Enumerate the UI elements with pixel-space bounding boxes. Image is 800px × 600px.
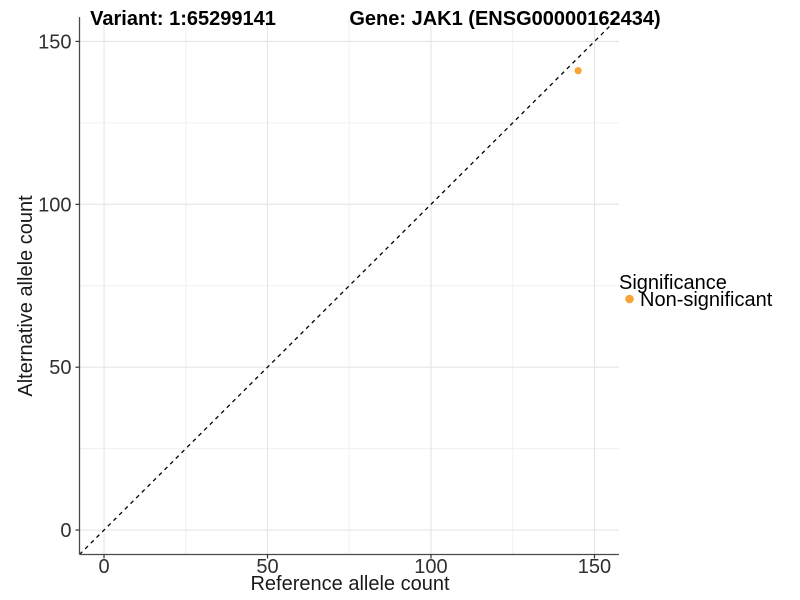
data-point xyxy=(574,67,582,75)
x-tick-label: 150 xyxy=(578,556,611,578)
plot-title-variant: Variant: 1:65299141 xyxy=(90,8,276,30)
identity-line xyxy=(79,16,620,555)
gridlines-major xyxy=(79,17,619,555)
legend-point-icon xyxy=(625,294,634,304)
y-tick-label: 100 xyxy=(38,194,71,216)
legend-item-label: Non-significant xyxy=(640,289,773,311)
x-axis-title: Reference allele count xyxy=(250,573,449,595)
x-tick-label: 50 xyxy=(256,556,278,578)
x-axis-ticks: 0 50 100 150 xyxy=(98,554,611,578)
plot-title-gene: Gene: JAK1 (ENSG00000162434) xyxy=(349,8,660,30)
y-axis-ticks: 0 50 100 150 xyxy=(38,31,80,542)
data-points xyxy=(574,67,582,75)
legend-title: Significance xyxy=(619,272,727,294)
x-tick-label: 0 xyxy=(98,556,109,578)
y-axis-title: Alternative allele count xyxy=(15,195,37,397)
identity-reference-line xyxy=(79,16,620,555)
y-tick-label: 50 xyxy=(49,357,71,379)
x-tick-label: 100 xyxy=(414,556,447,578)
legend: Significance Non-significant xyxy=(619,272,773,311)
y-tick-label: 0 xyxy=(60,520,71,542)
gridlines-minor xyxy=(79,17,619,555)
y-tick-label: 150 xyxy=(38,31,71,53)
